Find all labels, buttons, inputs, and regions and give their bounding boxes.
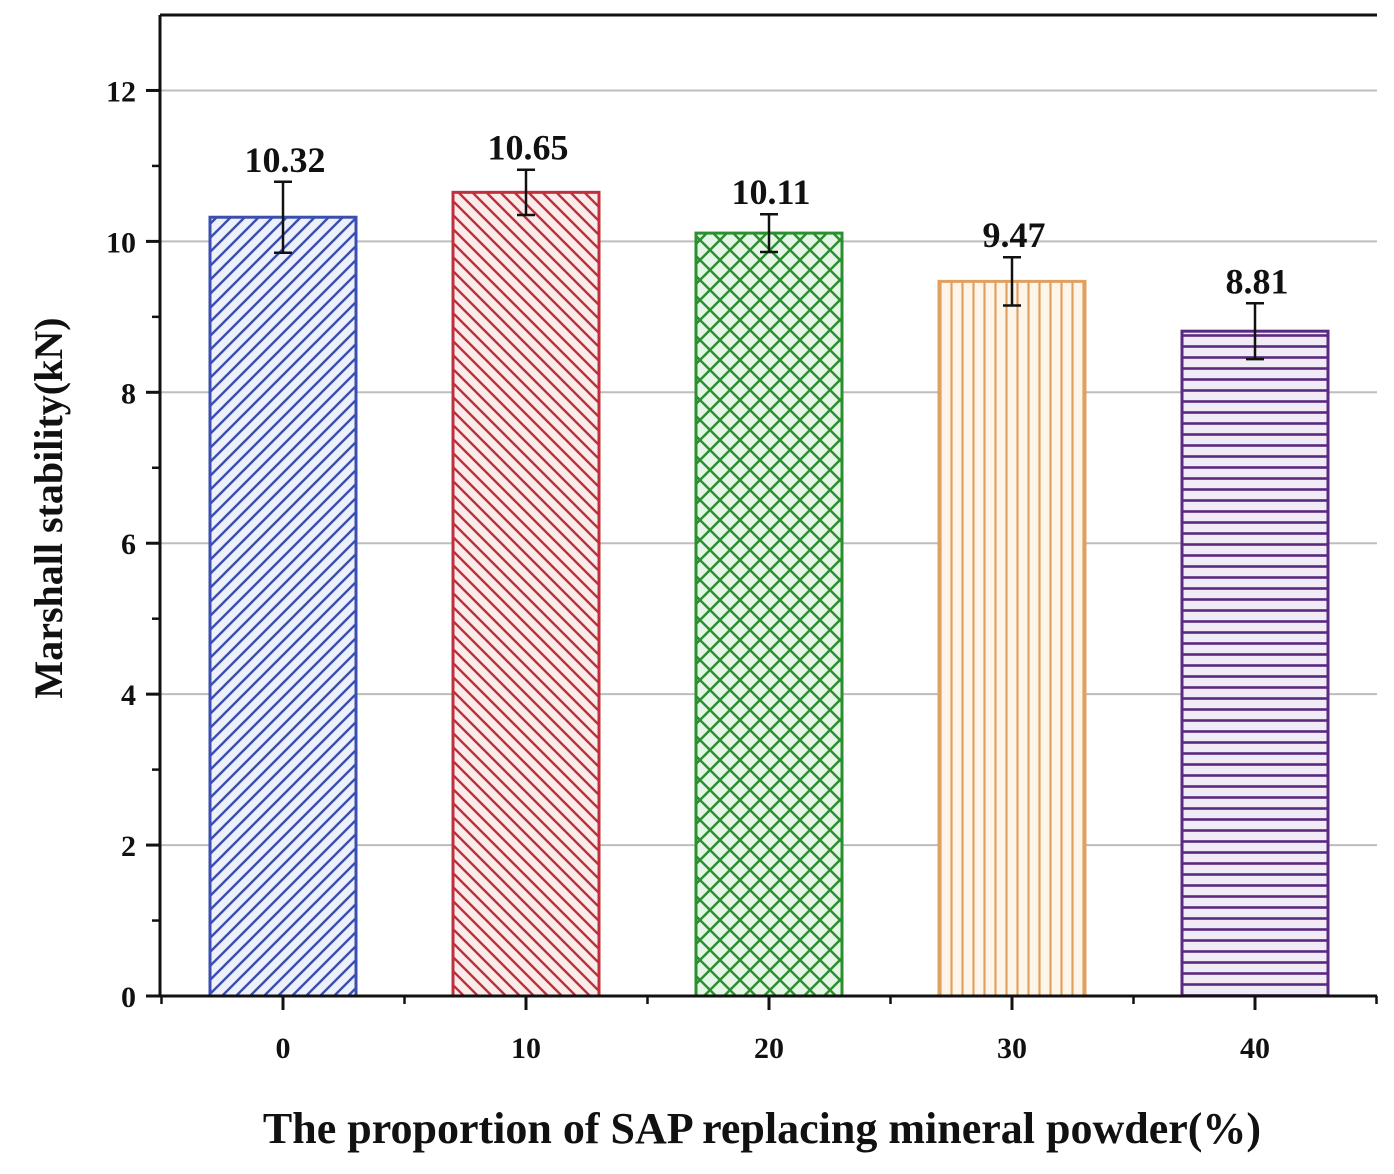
x-tick-label: 30 xyxy=(997,1032,1027,1065)
data-label: 9.47 xyxy=(983,215,1046,255)
x-tick-label: 40 xyxy=(1240,1032,1270,1065)
y-tick-label: 4 xyxy=(121,679,136,712)
data-label: 10.32 xyxy=(245,140,326,180)
x-tick-label: 20 xyxy=(754,1032,784,1065)
y-tick-label: 2 xyxy=(121,830,136,863)
x-tick-label: 0 xyxy=(276,1032,291,1065)
data-label: 10.11 xyxy=(731,172,810,212)
data-label: 8.81 xyxy=(1226,261,1289,301)
y-axis-title: Marshall stability(kN) xyxy=(26,317,71,698)
bar xyxy=(208,215,358,998)
bar xyxy=(451,190,601,998)
y-tick-label: 6 xyxy=(121,528,136,561)
y-tick-label: 12 xyxy=(106,75,136,108)
axes xyxy=(146,13,1378,1010)
data-label: 10.65 xyxy=(488,128,569,168)
y-tick-label: 0 xyxy=(121,981,136,1014)
bar xyxy=(694,231,844,998)
bar xyxy=(1180,329,1330,998)
bars xyxy=(208,168,1330,998)
y-tick-label: 10 xyxy=(106,226,136,259)
x-tick-label: 10 xyxy=(511,1032,541,1065)
bar xyxy=(937,279,1087,998)
labels: 10.32 10.65 10.11 9.47 8.81 0 2 4 6 8 10 12 0 10 20 30 4… xyxy=(106,75,1289,1065)
y-tick-label: 8 xyxy=(121,377,136,410)
x-axis-title: The proportion of SAP replacing mineral … xyxy=(263,1104,1261,1153)
